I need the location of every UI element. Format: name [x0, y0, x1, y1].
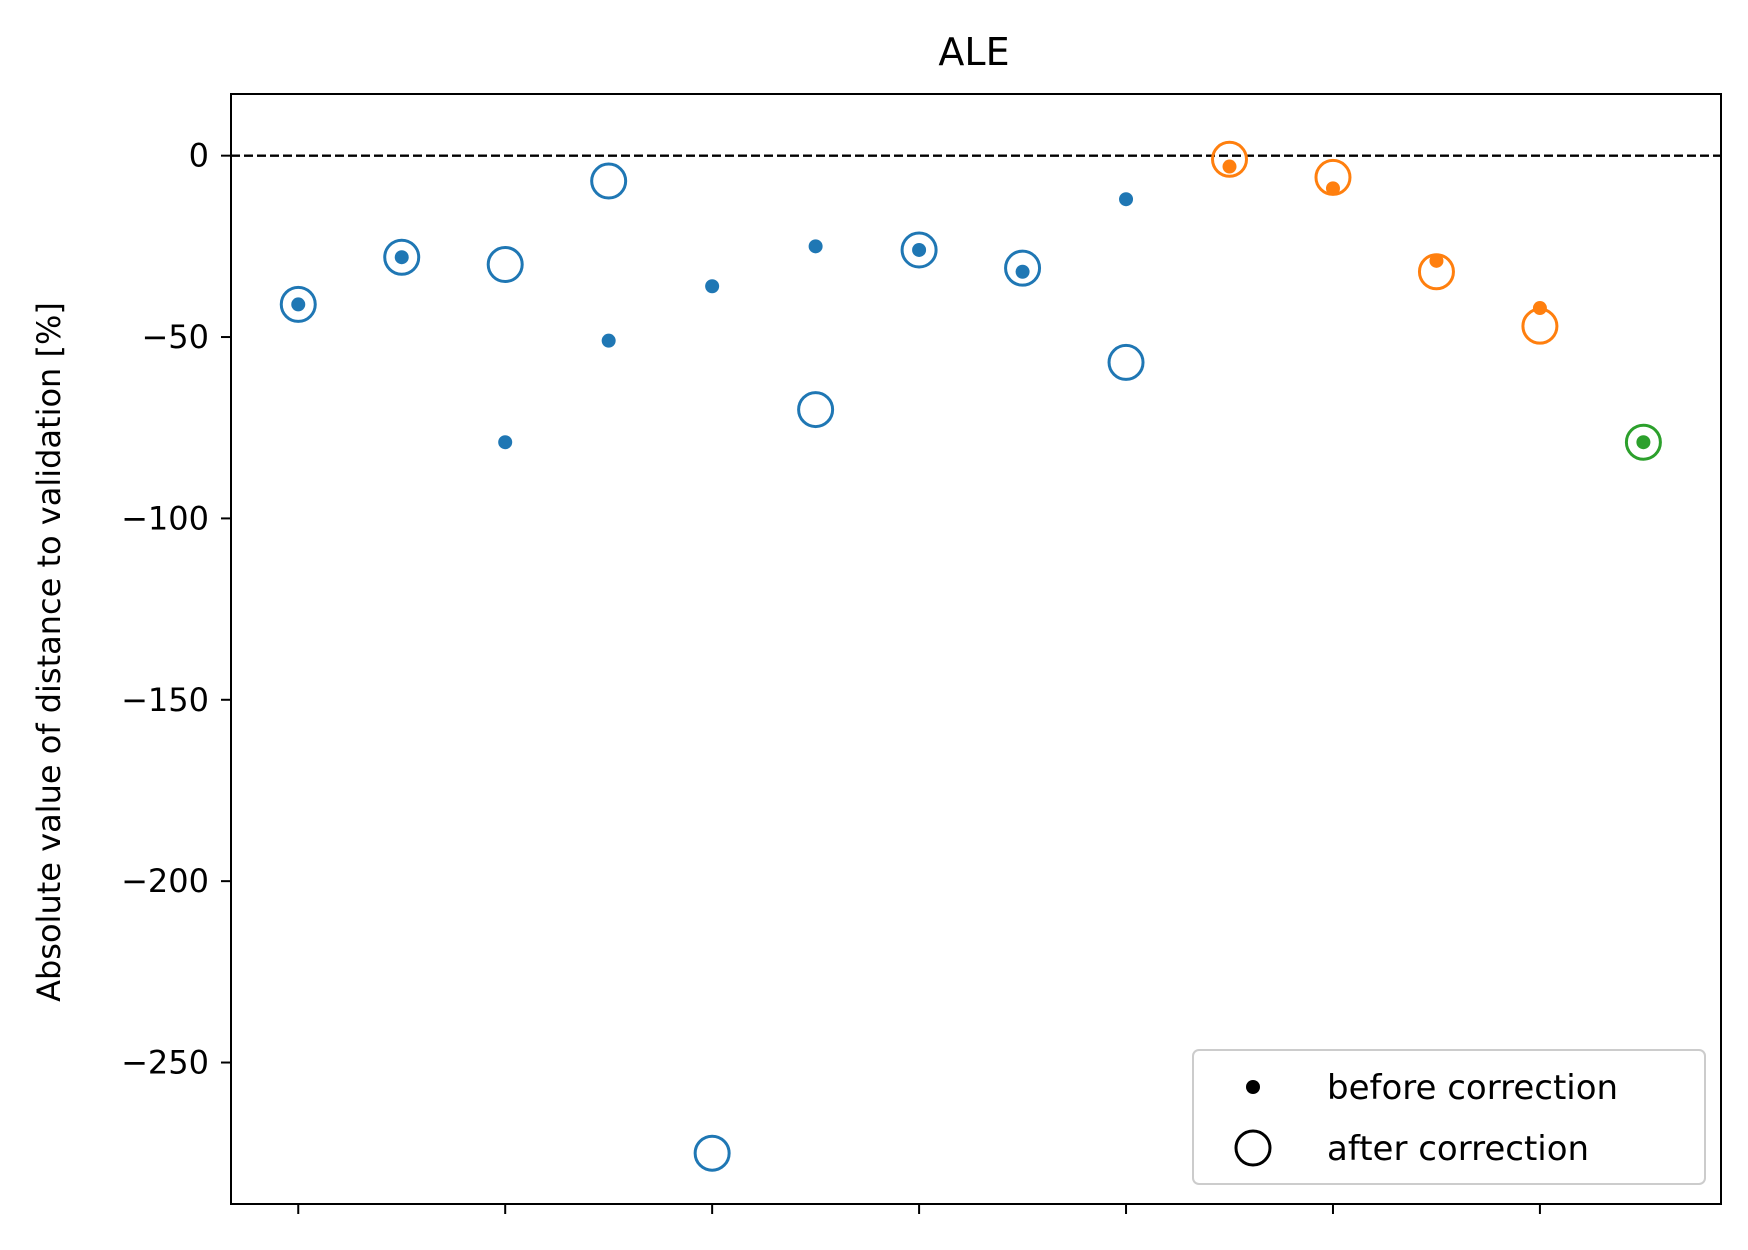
plot-frame: [230, 93, 1722, 1205]
legend-label: before correction: [1327, 1068, 1618, 1108]
point-after-correction: [1314, 158, 1352, 196]
point-after-correction: [486, 245, 524, 283]
y-tick-label: −250: [121, 1044, 209, 1082]
legend: before correction after correction: [1192, 1049, 1706, 1185]
point-before-correction: [1429, 253, 1444, 268]
point-after-correction: [1211, 140, 1249, 178]
chart-title: ALE: [938, 30, 1009, 74]
point-after-correction: [900, 231, 938, 269]
point-before-correction: [1119, 192, 1134, 207]
point-after-correction: [1417, 253, 1455, 291]
data-point-group: [1004, 249, 1042, 287]
y-axis-label: Absolute value of distance to validation…: [30, 302, 68, 1002]
y-tick-label: −200: [121, 862, 209, 900]
point-after-correction: [590, 162, 628, 200]
legend-marker-before: [1246, 1080, 1260, 1094]
point-before-correction: [808, 239, 823, 254]
axes-layer: 0 −50 −100 −150 −200 −250: [121, 93, 1722, 1214]
y-tick-label: 0: [189, 137, 209, 175]
legend-label: after correction: [1327, 1129, 1589, 1169]
data-point-group: [797, 239, 835, 429]
point-before-correction: [1015, 264, 1030, 279]
data-points-layer: [279, 140, 1662, 1172]
data-point-group: [1211, 140, 1249, 178]
data-point-group: [1521, 301, 1559, 345]
data-point-group: [1417, 253, 1455, 291]
legend-box: [1192, 1049, 1706, 1185]
data-point-group: [1107, 192, 1145, 381]
y-tick-label: −150: [121, 681, 209, 719]
point-before-correction: [912, 242, 927, 257]
point-after-correction: [1624, 423, 1662, 461]
point-after-correction: [383, 238, 421, 276]
point-after-correction: [797, 391, 835, 429]
data-point-group: [279, 285, 317, 323]
point-after-correction: [279, 285, 317, 323]
data-point-group: [1624, 423, 1662, 461]
point-before-correction: [601, 333, 616, 348]
point-before-correction: [291, 297, 306, 312]
data-point-group: [590, 162, 628, 348]
point-after-correction: [1107, 343, 1145, 381]
point-after-correction: [1004, 249, 1042, 287]
data-point-group: [1314, 158, 1352, 196]
data-point-group: [383, 238, 421, 276]
y-tick-label: −50: [141, 318, 209, 356]
data-point-group: [486, 245, 524, 450]
point-before-correction: [1636, 435, 1651, 450]
point-before-correction: [1222, 159, 1237, 174]
point-after-correction: [1521, 307, 1559, 345]
data-point-group: [693, 279, 731, 1172]
point-after-correction: [693, 1134, 731, 1172]
legend-marker-after: [1234, 1129, 1272, 1167]
point-before-correction: [1325, 181, 1340, 196]
y-tick-label: −100: [121, 499, 209, 537]
point-before-correction: [394, 250, 409, 265]
point-before-correction: [498, 435, 513, 450]
point-before-correction: [705, 279, 720, 294]
data-point-group: [900, 231, 938, 269]
